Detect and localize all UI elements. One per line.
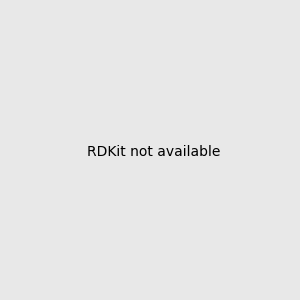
Text: RDKit not available: RDKit not available: [87, 145, 220, 158]
